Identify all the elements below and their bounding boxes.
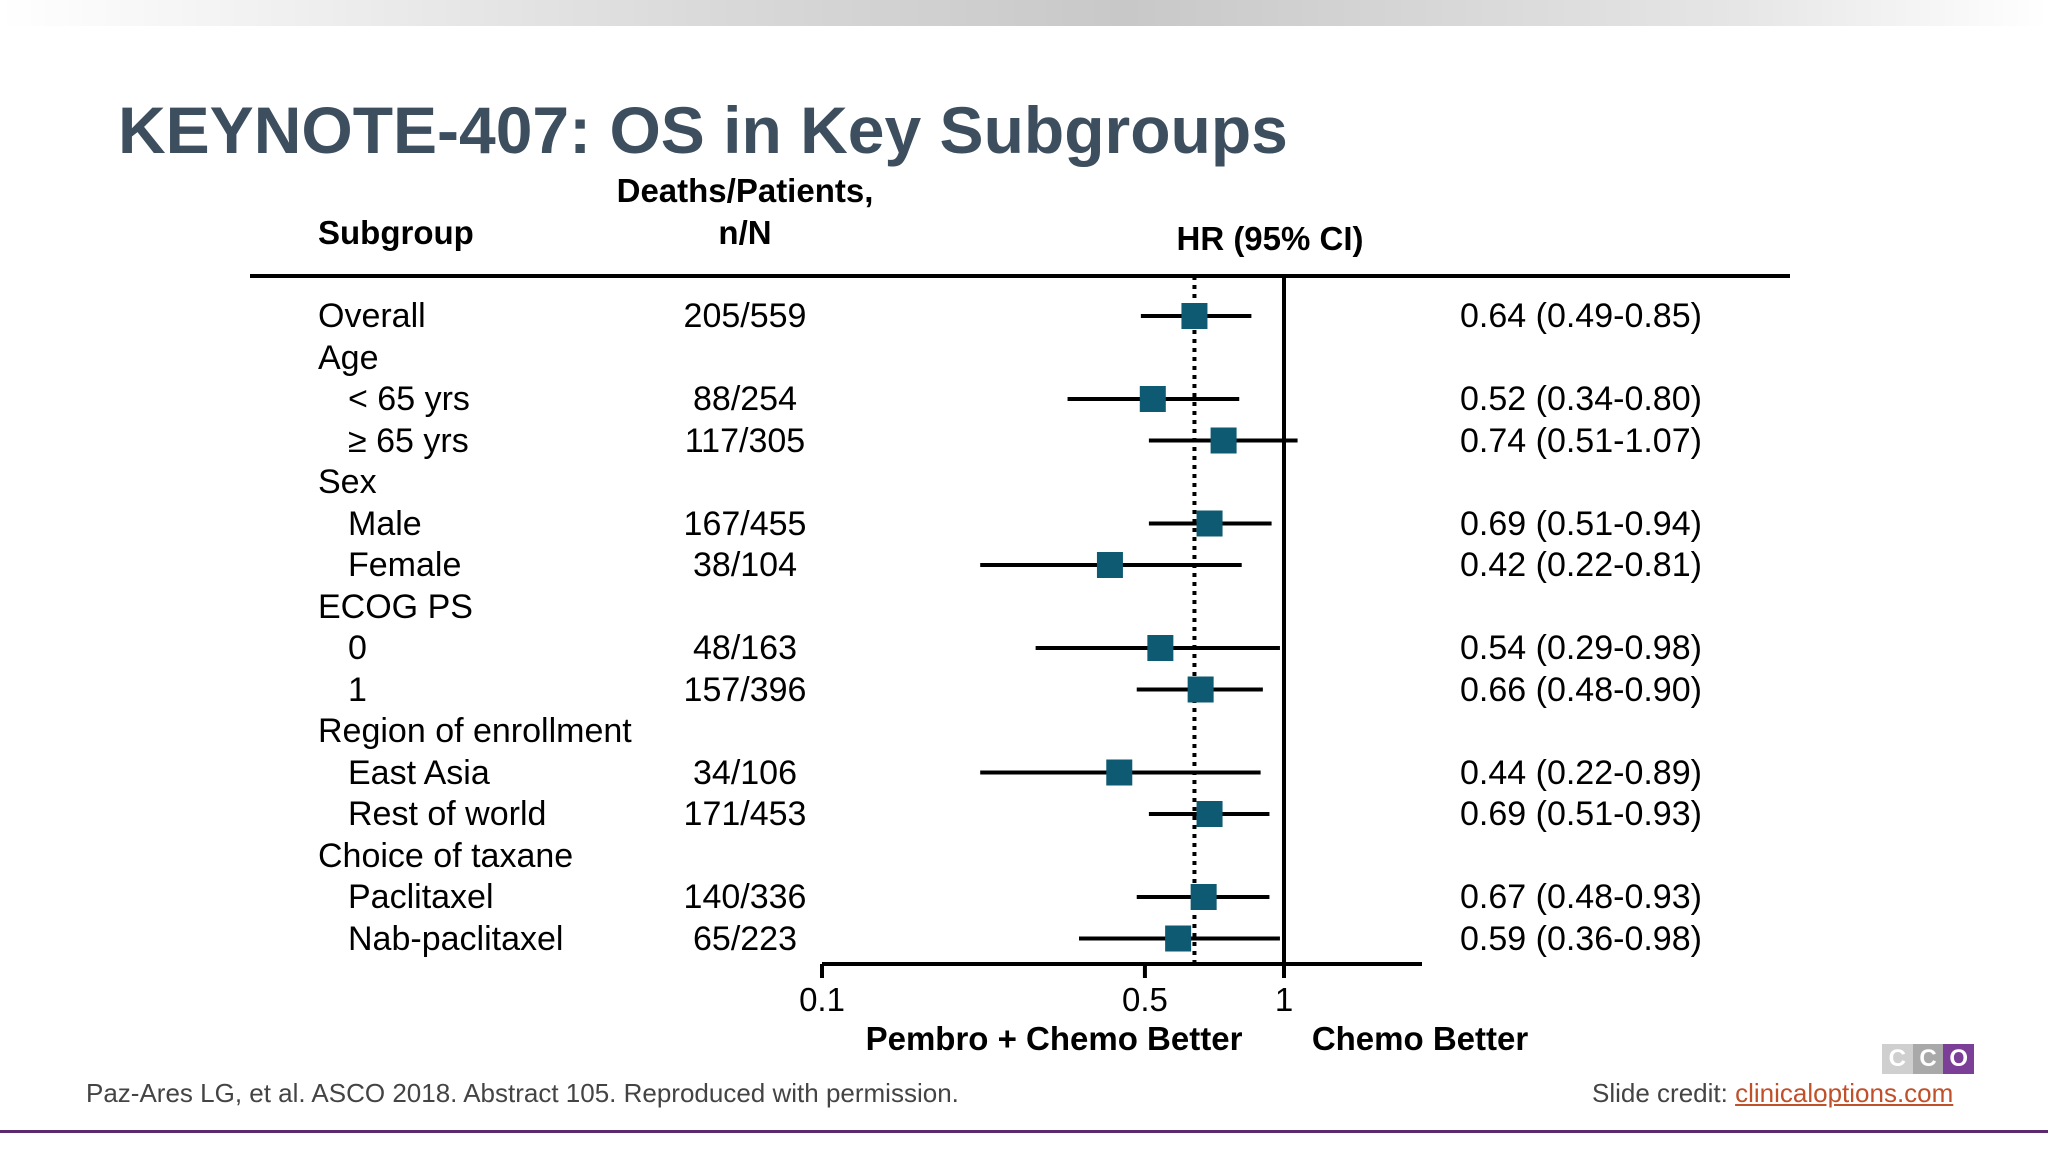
deaths-patients-value: 205/559 (683, 297, 807, 335)
slide-credit-prefix: Slide credit: (1592, 1078, 1736, 1108)
hr-ci-value: 0.42 (0.22-0.81) (1460, 546, 1702, 584)
subgroup-label: Rest of world (348, 795, 547, 833)
deaths-patients-value: 48/163 (693, 629, 797, 667)
subgroup-label: 1 (348, 670, 367, 709)
hr-ci-value: 0.52 (0.34-0.80) (1460, 380, 1702, 418)
x-tick-label: 0.5 (1122, 981, 1168, 1018)
deaths-patients-value: 65/223 (693, 919, 797, 958)
subgroup-label: < 65 yrs (348, 380, 470, 418)
header-deaths-line1: Deaths/Patients, (616, 172, 874, 209)
subgroup-label: Age (318, 338, 379, 377)
subgroup-label: Nab-paclitaxel (348, 919, 564, 958)
x-tick-label: 0.1 (799, 981, 845, 1018)
subgroup-label: Sex (318, 463, 377, 501)
deaths-patients-value: 157/396 (683, 670, 807, 709)
citation-text: Paz-Ares LG, et al. ASCO 2018. Abstract … (86, 1078, 959, 1108)
deaths-patients-value: 167/455 (683, 504, 807, 543)
header-hr: HR (95% CI) (1176, 220, 1364, 257)
logo-letter-2: C (1912, 1044, 1944, 1074)
right-favor-label: Chemo Better (1312, 1020, 1529, 1057)
subgroup-label: Choice of taxane (318, 836, 574, 875)
hr-ci-value: 0.66 (0.48-0.90) (1460, 670, 1702, 709)
header-deaths-line2: n/N (718, 214, 772, 251)
hr-marker (1096, 552, 1123, 578)
hr-marker (1106, 759, 1133, 786)
subgroup-label: ≥ 65 yrs (348, 421, 469, 460)
subgroup-label: Female (348, 546, 462, 584)
logo-letter-1: C (1882, 1044, 1913, 1074)
slide-title: KEYNOTE-407: OS in Key Subgroups (118, 93, 1288, 167)
deaths-patients-value: 117/305 (684, 421, 806, 460)
hr-marker (1196, 510, 1223, 537)
header-subgroup: Subgroup (318, 214, 474, 251)
hr-ci-value: 0.44 (0.22-0.89) (1460, 753, 1702, 792)
hr-ci-value: 0.67 (0.48-0.93) (1460, 878, 1702, 916)
hr-marker (1190, 884, 1217, 910)
subgroup-label: East Asia (348, 753, 490, 792)
bottom-accent-line (0, 1130, 2048, 1133)
deaths-patients-value: 171/453 (683, 795, 807, 833)
top-gradient-bar (0, 0, 2048, 26)
deaths-patients-value: 88/254 (693, 380, 797, 418)
cco-logo: C C O (1882, 1044, 1975, 1074)
hr-ci-value: 0.54 (0.29-0.98) (1460, 629, 1702, 667)
hr-marker (1165, 925, 1192, 952)
subgroup-label: ECOG PS (318, 587, 473, 626)
hr-marker (1147, 635, 1174, 661)
subgroup-label: Male (348, 504, 422, 543)
hr-ci-value: 0.74 (0.51-1.07) (1460, 421, 1702, 460)
hr-marker (1139, 386, 1166, 412)
hr-marker (1210, 427, 1237, 454)
x-tick-label: 1 (1275, 981, 1293, 1018)
hr-marker (1196, 801, 1223, 827)
subgroup-label: 0 (348, 629, 367, 667)
deaths-patients-value: 140/336 (683, 878, 807, 916)
subgroup-label: Region of enrollment (318, 712, 632, 750)
subgroup-label: Paclitaxel (348, 878, 494, 916)
subgroup-label: Overall (318, 297, 426, 335)
deaths-patients-value: 34/106 (693, 753, 797, 792)
hr-ci-value: 0.69 (0.51-0.94) (1460, 504, 1702, 543)
hr-ci-value: 0.59 (0.36-0.98) (1460, 919, 1702, 958)
deaths-patients-value: 38/104 (693, 546, 797, 584)
slide-credit: Slide credit: clinicaloptions.com (1592, 1078, 1953, 1109)
left-favor-label: Pembro + Chemo Better (866, 1020, 1243, 1057)
hr-marker (1187, 676, 1214, 703)
hr-ci-value: 0.69 (0.51-0.93) (1460, 795, 1702, 833)
logo-letter-3: O (1943, 1044, 1975, 1074)
clinicaloptions-link[interactable]: clinicaloptions.com (1735, 1078, 1954, 1108)
hr-ci-value: 0.64 (0.49-0.85) (1460, 297, 1702, 335)
hr-marker (1181, 303, 1208, 329)
